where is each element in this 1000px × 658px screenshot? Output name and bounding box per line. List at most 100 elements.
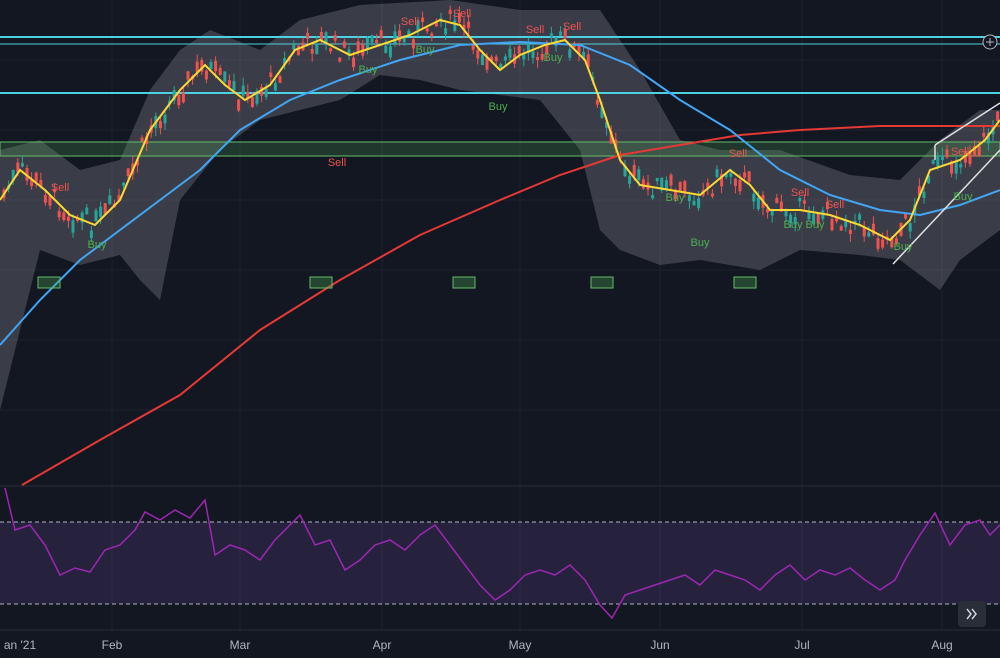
candle-body <box>756 197 760 210</box>
candle-body <box>421 17 425 22</box>
x-tick-label: an '21 <box>4 638 37 652</box>
signal-label: Sell <box>563 21 581 33</box>
candle-body <box>480 54 484 66</box>
candle-body <box>706 182 710 188</box>
candle-body <box>444 28 448 35</box>
candle-body <box>641 179 645 189</box>
candle-body <box>319 31 323 42</box>
candle-body <box>609 131 613 144</box>
candle-body <box>448 9 452 15</box>
candle-body <box>352 57 356 68</box>
candle-body <box>890 238 894 248</box>
candle-body <box>62 212 66 220</box>
signal-label: Buy <box>894 241 913 253</box>
ma-50 <box>0 40 1000 346</box>
candle-body <box>954 160 958 174</box>
candle-body <box>830 219 834 231</box>
candle-body <box>200 60 204 72</box>
candle-body <box>338 57 342 62</box>
bollinger-band <box>0 0 1000 410</box>
candle-body <box>545 42 549 55</box>
candle-body <box>347 49 351 56</box>
signal-labels: Sell Buy Sell Sell Sell Buy Buy Buy Sell… <box>51 8 973 253</box>
signal-label: Sell <box>826 199 844 211</box>
signal-label: Sell <box>729 148 747 160</box>
candle-body <box>600 107 604 118</box>
candle-body <box>798 198 802 202</box>
candle-body <box>126 168 130 177</box>
scroll-button[interactable] <box>958 601 986 627</box>
signal-label: Sell <box>791 187 809 199</box>
ma-200 <box>21 125 1000 486</box>
candle-body <box>835 217 839 222</box>
candle-body <box>186 71 190 80</box>
candle-body <box>402 35 406 43</box>
candle-body <box>922 191 926 199</box>
candle-body <box>283 58 287 65</box>
candle-body <box>927 175 931 184</box>
candle-body <box>950 161 954 174</box>
channel <box>892 102 1000 265</box>
candle-body <box>977 145 981 157</box>
x-tick-label: Jun <box>650 638 669 652</box>
candle-body <box>181 92 185 103</box>
candle-body <box>333 35 337 41</box>
candle-body <box>738 180 742 192</box>
candle-body <box>140 137 144 142</box>
candle-body <box>766 208 770 213</box>
candle-body <box>269 72 273 78</box>
candle-body <box>522 54 526 60</box>
candle-body <box>135 159 139 166</box>
candle-body <box>839 226 843 231</box>
candle-body <box>683 181 687 194</box>
candle-body <box>595 99 599 105</box>
candle-body <box>660 177 664 191</box>
candle-body <box>816 213 820 224</box>
candle-body <box>476 49 480 59</box>
candle-body <box>250 96 254 107</box>
support-zone <box>0 141 1000 157</box>
ma-20 <box>0 18 1000 242</box>
candle-body <box>894 238 898 245</box>
add-icon-plus <box>986 38 994 46</box>
candle-body <box>315 43 319 55</box>
signal-label: Sell <box>951 146 969 158</box>
candle-body <box>540 53 544 60</box>
candle-body <box>393 31 397 44</box>
candle-body <box>310 49 314 54</box>
candle-body <box>48 195 52 206</box>
scroll-button-bg[interactable] <box>958 601 986 627</box>
candle-body <box>85 207 89 215</box>
candle-body <box>494 56 498 62</box>
x-tick-label: May <box>509 638 532 652</box>
candle-body <box>324 32 328 45</box>
candle-body <box>789 214 793 224</box>
x-tick-label: Jul <box>794 638 809 652</box>
candle-body <box>260 86 264 96</box>
candle-body <box>103 203 107 215</box>
signal-label: Buy <box>359 64 378 76</box>
signal-label: Sell <box>453 8 471 20</box>
candle-body <box>881 239 885 248</box>
candle-body <box>692 201 696 206</box>
candle-body <box>577 44 581 54</box>
add-button[interactable] <box>982 34 998 50</box>
candle-body <box>586 54 590 68</box>
candle-body <box>39 180 43 187</box>
candle-body <box>623 165 627 177</box>
candle-body <box>710 193 714 197</box>
candle-body <box>204 70 208 80</box>
candle-body <box>747 171 751 182</box>
candle-body <box>605 122 609 128</box>
candle-body <box>370 35 374 43</box>
candle-body <box>485 56 489 70</box>
candle-body <box>177 94 181 106</box>
candle-body <box>715 169 719 177</box>
candle-body <box>117 195 121 201</box>
candle-body <box>936 155 940 167</box>
candle-body <box>195 61 199 73</box>
candle-body <box>430 33 434 37</box>
candle-body <box>71 220 75 233</box>
candle-body <box>292 44 296 51</box>
signal-label: Buy <box>784 219 803 231</box>
